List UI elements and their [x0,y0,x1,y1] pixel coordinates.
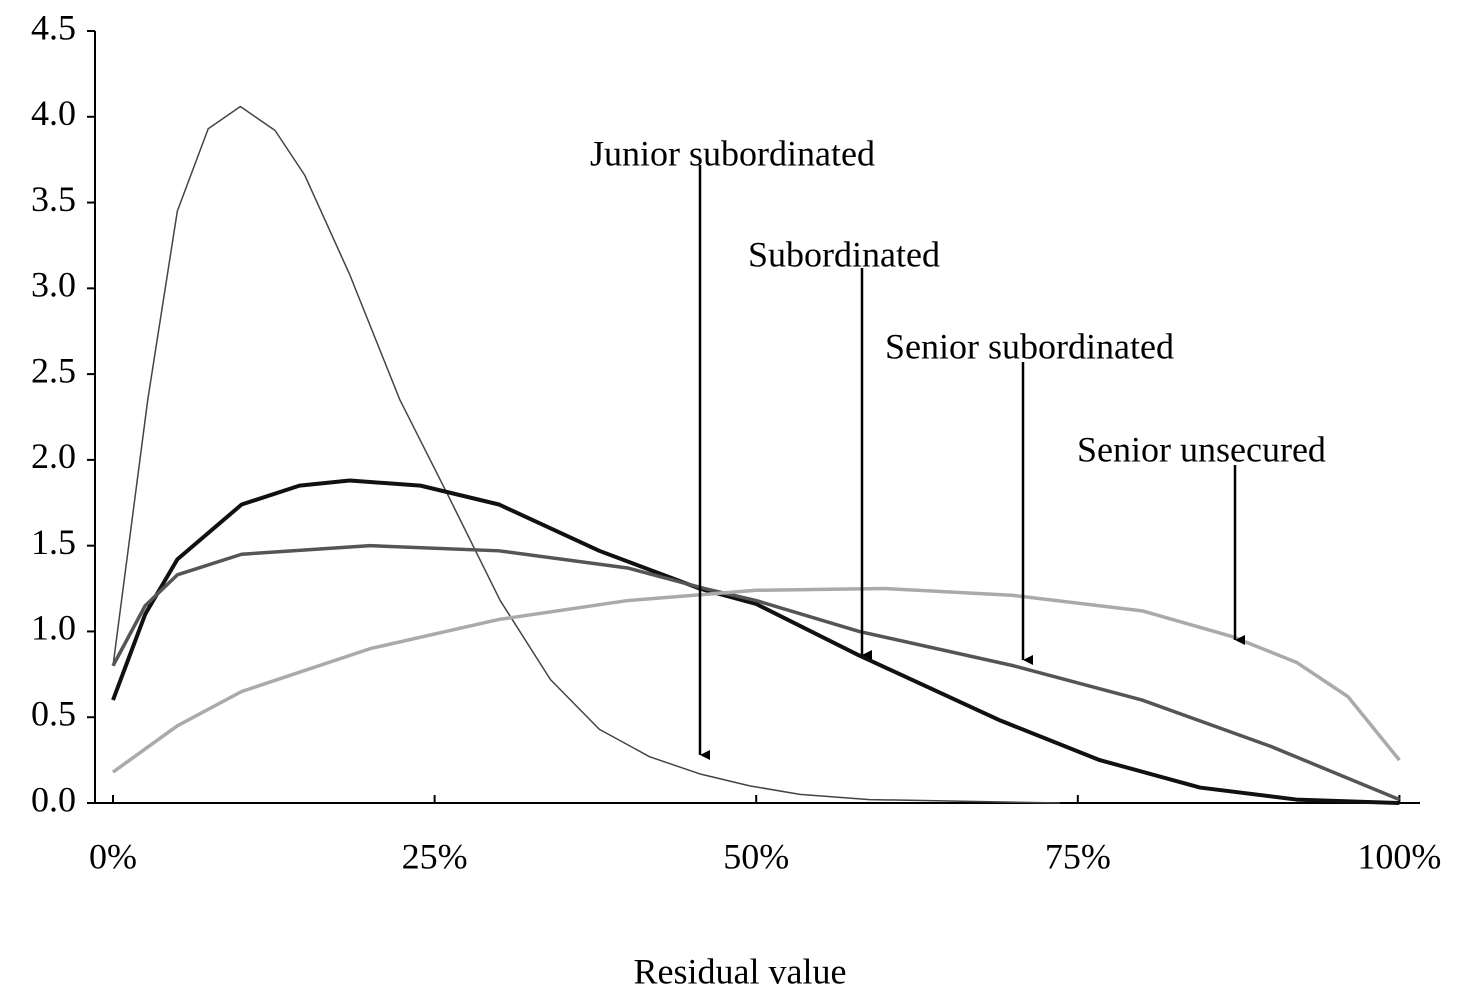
y-tick-label: 0.5 [31,693,76,733]
x-tick-label: 100% [1357,836,1441,876]
line-series [111,543,1401,802]
annotation: Senior unsecured [1077,429,1326,469]
y-tick-label: 3.5 [31,179,76,219]
line-series [111,478,1400,805]
x-tick-label: 75% [1045,836,1111,876]
y-tick-label: 2.5 [31,350,76,390]
x-tick-label: 0% [89,836,137,876]
y-tick-label: 0.0 [31,779,76,819]
annotation: Junior subordinated [590,133,875,173]
x-axis-label: Residual value [634,951,847,991]
y-tick-label: 1.0 [31,608,76,648]
line-series [112,105,1060,804]
x-tick-label: 50% [723,836,789,876]
line-series [111,586,1401,774]
y-tick-label: 3.0 [31,265,76,305]
y-tick-label: 1.5 [31,522,76,562]
y-tick-label: 4.5 [31,7,76,47]
y-tick-label: 2.0 [31,436,76,476]
annotation: Senior subordinated [885,326,1174,366]
y-tick-label: 4.0 [31,93,76,133]
annotation: Subordinated [748,234,940,274]
x-tick-label: 25% [402,836,468,876]
